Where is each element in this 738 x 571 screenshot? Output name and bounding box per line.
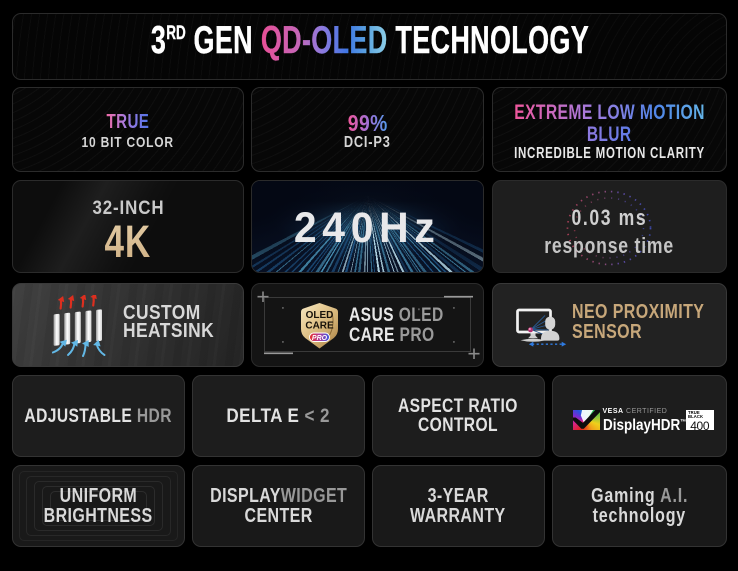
svg-text:OLED: OLED — [306, 310, 334, 321]
svg-text:CARE: CARE — [305, 320, 333, 331]
svg-text:PRO: PRO — [312, 335, 328, 342]
